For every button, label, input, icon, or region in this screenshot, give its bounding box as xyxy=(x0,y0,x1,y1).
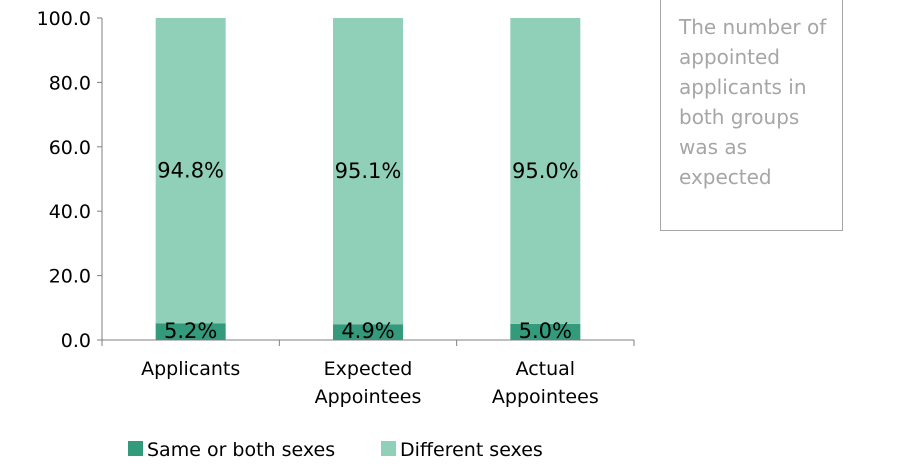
category-label: Appointees xyxy=(315,386,422,408)
data-label: 5.2% xyxy=(164,319,217,343)
bar-segment xyxy=(155,323,226,340)
y-tick-label: 80.0 xyxy=(49,72,91,94)
legend-swatch xyxy=(381,441,396,456)
bar-segment xyxy=(333,18,403,325)
legend-label: Same or both sexes xyxy=(147,439,335,461)
chart-labels: 5.2% 94.8% Applicants 4.9% 95.1% Expected Appo… xyxy=(141,159,599,408)
bar-segment xyxy=(333,324,403,340)
data-label: 4.9% xyxy=(341,319,394,343)
data-label: 95.1% xyxy=(335,159,402,183)
data-label: 94.8% xyxy=(157,159,224,183)
bar-segment xyxy=(155,18,226,324)
y-tick-label: 100.0 xyxy=(37,8,91,30)
legend-label: Different sexes xyxy=(400,439,543,461)
y-tick-label: 0.0 xyxy=(61,330,91,352)
annotation-text: The number of appointed applicants in bo… xyxy=(679,15,827,189)
y-tick-label: 60.0 xyxy=(49,137,91,159)
data-label: 95.0% xyxy=(512,159,579,183)
bar-segment xyxy=(510,323,581,340)
y-tick-label: 20.0 xyxy=(49,266,91,288)
annotation-box: The number of appointed applicants in bo… xyxy=(660,0,843,231)
chart-bars xyxy=(155,18,581,340)
chart-legend: Same or both sexes Different sexes xyxy=(128,439,543,461)
legend-swatch xyxy=(128,441,143,456)
category-label: Actual xyxy=(516,358,576,380)
bar-segment xyxy=(510,18,581,324)
category-label: Expected xyxy=(324,358,413,380)
category-label: Applicants xyxy=(141,358,240,380)
y-tick-label: 40.0 xyxy=(49,201,91,223)
data-label: 5.0% xyxy=(519,319,572,343)
category-label: Appointees xyxy=(492,386,599,408)
